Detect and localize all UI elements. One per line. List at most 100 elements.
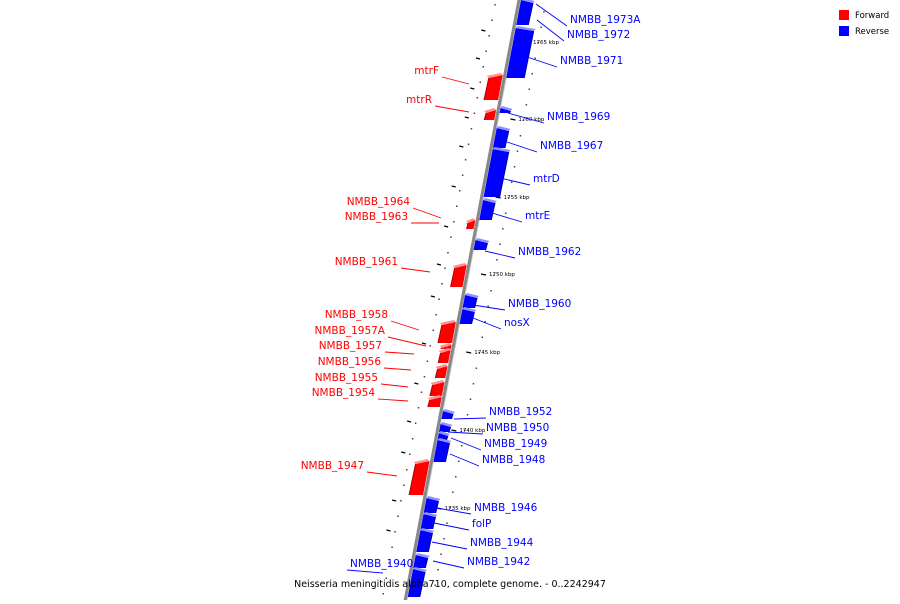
dot	[519, 135, 522, 137]
ruler-label: 1740 kbp	[459, 428, 485, 434]
dot	[464, 159, 467, 161]
dot	[485, 50, 487, 52]
gene-mtrf-label: mtrF	[414, 65, 439, 77]
gene-nmbb_1957a-block-top	[439, 343, 452, 348]
gene-nmbb_1962-label: NMBB_1962	[518, 246, 581, 258]
gene-nmbb_1967-block-edge	[504, 130, 510, 149]
gene-nmbb_1963-block-top	[466, 218, 476, 223]
gene-nosx-block-edge	[471, 311, 475, 325]
gene-nmbb_1967-block	[492, 128, 509, 148]
dash	[451, 185, 456, 188]
gene-nmbb_1969-block	[499, 108, 511, 113]
dash	[475, 57, 481, 60]
axis-line	[402, 0, 521, 604]
dot	[488, 35, 490, 37]
dot	[475, 367, 478, 369]
gene-mtrr-block-top	[484, 108, 497, 113]
dot	[408, 453, 411, 455]
dot	[479, 81, 482, 83]
gene-nmbb_1954-label: NMBB_1954	[312, 387, 376, 399]
gene-nmbb_1952-block	[441, 411, 454, 419]
dot	[382, 593, 385, 595]
gene-nmbb_1940-block-edge	[419, 571, 426, 598]
dash	[391, 499, 397, 502]
gene-nmbb_1961-block-top	[452, 263, 467, 268]
dot	[461, 174, 464, 176]
gene-nmbb_1947-block	[409, 461, 430, 495]
gene-nmbb_1973a-block-top	[521, 0, 535, 3]
gene-nmbb_1956-block-top	[435, 364, 448, 369]
dot	[440, 553, 442, 555]
dot	[502, 228, 504, 230]
dot	[452, 491, 454, 493]
gene-nmbb_1962-leader	[484, 250, 516, 259]
gene-nmbb_1957-block-edge	[437, 352, 442, 364]
dot	[470, 128, 473, 130]
gene-nmbb_1957-block-top	[438, 348, 451, 353]
legend-reverse-label: Reverse	[855, 27, 889, 37]
gene-nmbb_1944-leader	[431, 541, 468, 550]
gene-nmbb_1964-leader	[412, 207, 442, 219]
gene-nmbb_1957a-label: NMBB_1957A	[315, 325, 386, 337]
dot	[434, 584, 436, 586]
gene-nmbb_1948-block-edge	[444, 442, 451, 463]
gene-folp-label: folP	[472, 518, 491, 530]
gene-mtre-block	[479, 200, 496, 220]
gene-nmbb_1946-block-top	[426, 496, 441, 501]
gene-nmbb_1955-leader	[380, 383, 409, 388]
gene-nmbb_1949-leader	[450, 437, 482, 451]
legend: Forward Reverse	[839, 10, 889, 37]
dot	[458, 190, 461, 192]
dash	[443, 225, 449, 228]
gene-mtrd-leader	[499, 177, 531, 186]
dot	[437, 569, 439, 571]
gene-nmbb_1954-leader	[377, 398, 409, 402]
dot	[540, 26, 542, 28]
gene-mtre-leader	[491, 212, 523, 223]
gene-nmbb_1940-label: NMBB_1940	[350, 558, 413, 570]
dot	[528, 88, 531, 90]
gene-mtre-label: mtrE	[525, 210, 550, 222]
gene-nmbb_1947-block-top	[413, 459, 430, 464]
gene-nmbb_1957a-leader	[387, 336, 427, 347]
genome-axis	[402, 0, 522, 604]
gene-nmbb_1950-label: NMBB_1950	[486, 422, 549, 434]
dot	[484, 321, 486, 323]
gene-nmbb_1972-label: NMBB_1972	[567, 29, 630, 41]
gene-nmbb_1952-label: NMBB_1952	[489, 406, 552, 418]
label-leader-lines	[346, 3, 568, 574]
dot	[426, 360, 429, 362]
dot	[487, 305, 489, 307]
dash	[470, 87, 475, 90]
dash	[421, 342, 427, 345]
gene-nmbb_1957-block	[438, 350, 451, 363]
gene-folp-block	[420, 514, 436, 529]
dot	[496, 259, 498, 261]
ruler-label: 1735 kbp	[445, 506, 471, 512]
gene-nmbb_1942-block-top	[415, 553, 430, 558]
dash	[406, 420, 412, 423]
gene-nmbb_1940-leader	[346, 569, 384, 574]
gene-nmbb_1963-label: NMBB_1963	[345, 211, 408, 223]
ruler-label: 1755 kbp	[504, 195, 530, 201]
gene-nmbb_1963-block	[466, 220, 476, 229]
gene-nmbb_1949-label: NMBB_1949	[484, 438, 547, 450]
dot	[490, 290, 492, 292]
gene-nmbb_1942-block	[413, 555, 428, 568]
gene-nmbb_1957a-block	[440, 345, 452, 349]
dot	[466, 414, 469, 416]
gene-nmbb_1967-label: NMBB_1967	[540, 140, 603, 152]
dash	[481, 29, 486, 32]
dot	[476, 97, 479, 99]
gene-mtrd-block-top	[492, 147, 511, 152]
gene-nmbb_1967-block-top	[496, 126, 511, 131]
gene-nmbb_1946-leader	[436, 507, 472, 515]
dot	[391, 546, 393, 548]
dot	[388, 562, 390, 564]
gene-nmbb_1961-label: NMBB_1961	[335, 256, 398, 268]
dash	[386, 529, 391, 532]
dot	[447, 252, 449, 254]
gene-nmbb_1973a-label: NMBB_1973A	[570, 14, 641, 26]
dash	[464, 116, 469, 119]
gene-nmbb_1948-label: NMBB_1948	[482, 454, 545, 466]
